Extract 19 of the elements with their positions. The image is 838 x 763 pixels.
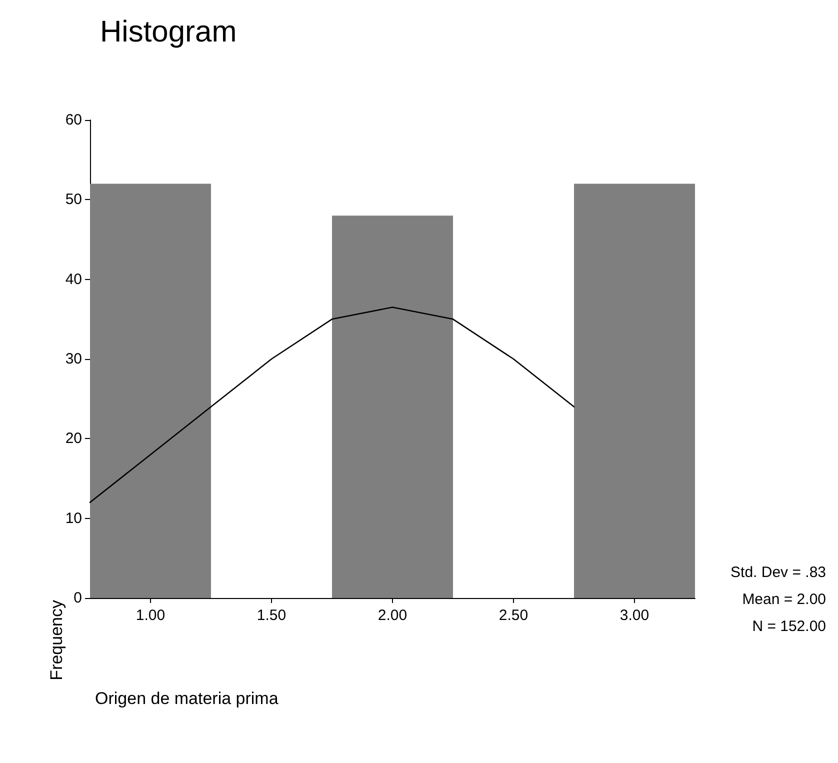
x-axis-title: Origen de materia prima bbox=[95, 689, 279, 708]
text: Std. Dev = .83 bbox=[730, 564, 826, 581]
line-series bbox=[89, 306, 575, 504]
y-tick-label: 60 bbox=[65, 112, 82, 128]
y-tick-label: 40 bbox=[65, 270, 82, 288]
x-tick-label: 1.50 bbox=[256, 607, 286, 624]
text: Mean = 2.00 bbox=[742, 591, 826, 608]
y-axis-title: Frequency bbox=[47, 600, 66, 680]
x-tick-label: 3.00 bbox=[620, 607, 650, 624]
x-tick-label: 1.00 bbox=[136, 607, 166, 624]
y-tick-label: 30 bbox=[65, 350, 82, 368]
y-tick-label: 50 bbox=[65, 191, 82, 208]
y-tick-label: 0 bbox=[74, 590, 82, 606]
x-tick-label: 2.00 bbox=[378, 607, 408, 624]
x-tick-label: 2.50 bbox=[498, 607, 528, 624]
y-tick-label: 20 bbox=[65, 430, 82, 448]
chart-title: Histogram bbox=[100, 16, 237, 48]
text: N = 152.00 bbox=[752, 618, 826, 635]
y-tick-label: 10 bbox=[65, 510, 82, 527]
